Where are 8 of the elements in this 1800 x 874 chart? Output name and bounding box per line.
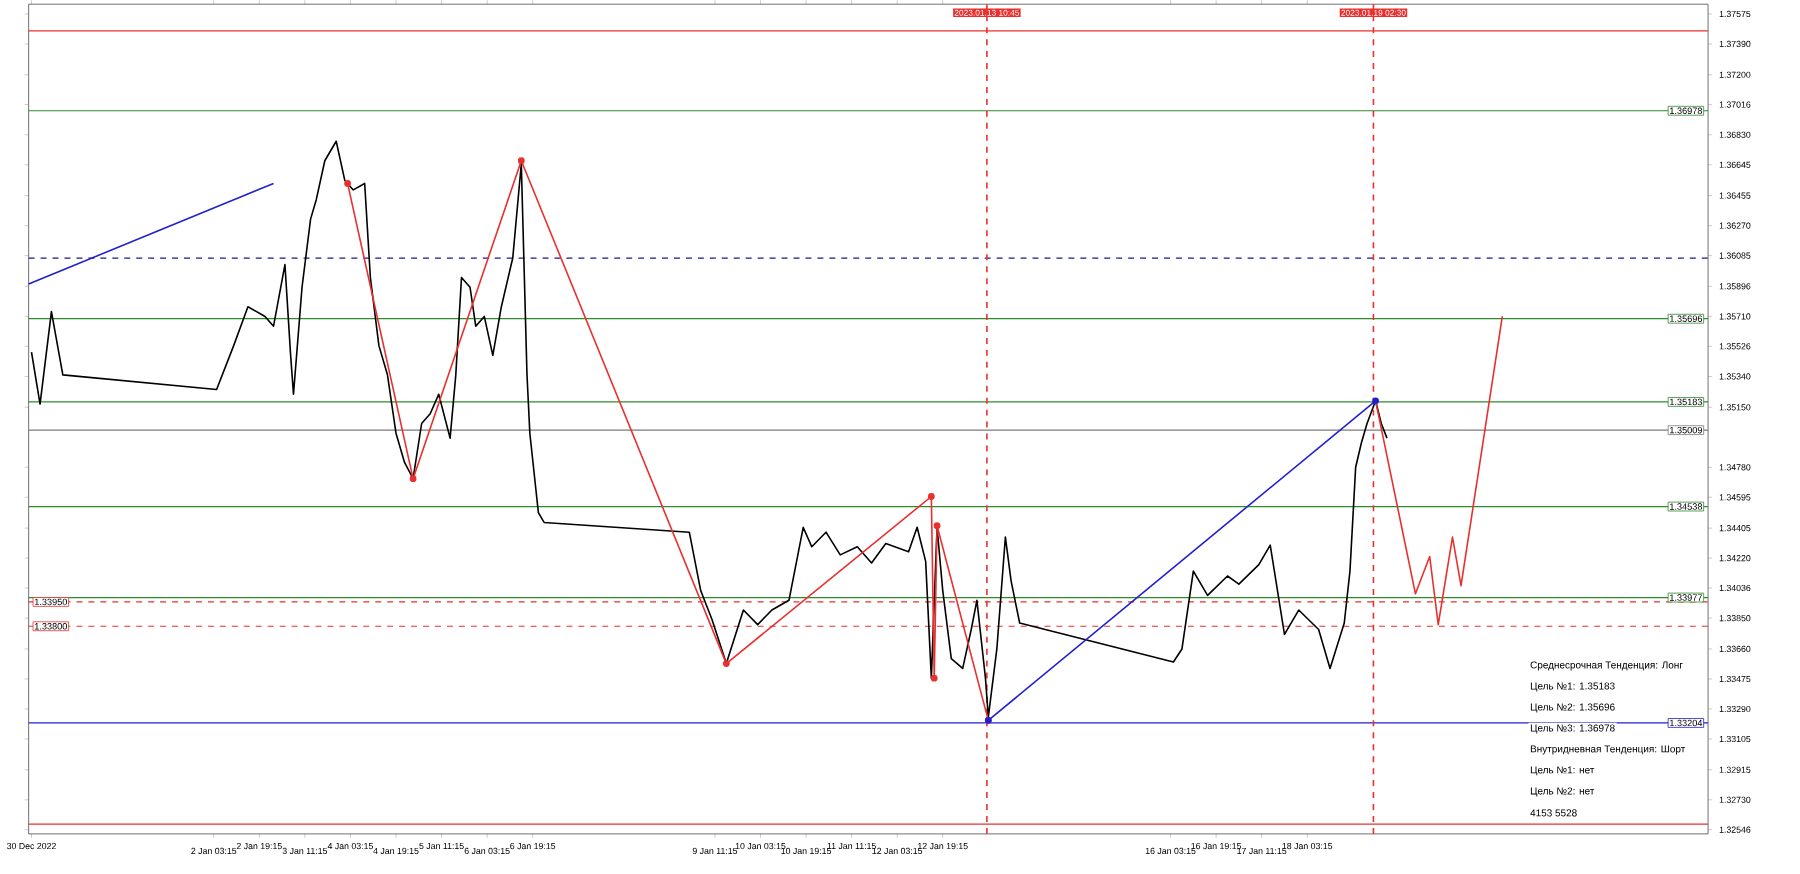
- point: [344, 180, 351, 187]
- point: [409, 475, 417, 483]
- point: [927, 493, 935, 500]
- point: [1372, 397, 1379, 405]
- point: [933, 522, 941, 530]
- point: [930, 674, 938, 682]
- point: [722, 660, 730, 668]
- point: [517, 157, 525, 165]
